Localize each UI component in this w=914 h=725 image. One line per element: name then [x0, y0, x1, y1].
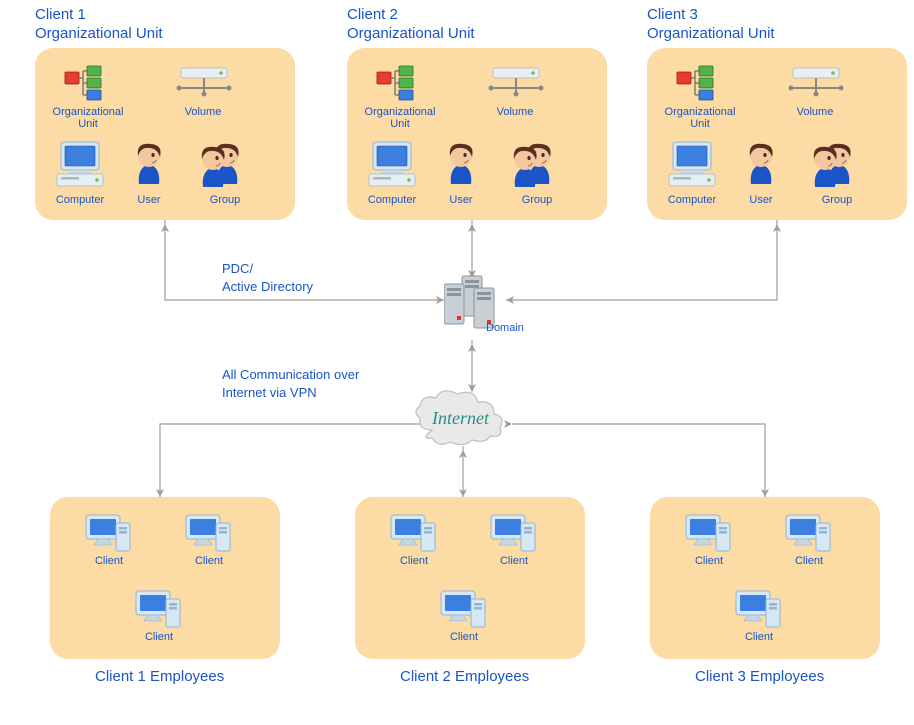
emp2-box: Client Client Client [355, 497, 585, 659]
group-icon [202, 144, 239, 187]
computer-label: Computer [47, 194, 113, 206]
vpn-annotation: All Communication over Internet via VPN [222, 366, 359, 401]
pdc-annotation: PDC/ Active Directory [222, 260, 313, 295]
user-label: User [127, 194, 171, 206]
ou1-title: Client 1 Organizational Unit [35, 6, 163, 44]
volume-icon [177, 68, 232, 97]
emp3-title: Client 3 Employees [695, 668, 824, 685]
emp1-box: Client Client Client [50, 497, 280, 659]
ou3-title: Client 3 Organizational Unit [647, 6, 775, 44]
computer-icon [57, 142, 103, 186]
domain-label: Domain [486, 322, 536, 334]
user-icon [138, 144, 161, 184]
internet-label: Internet [432, 408, 489, 429]
volume-label: Volume [173, 106, 233, 118]
ou2-box: Organizational Unit Volume Computer User… [347, 48, 607, 220]
emp1-title: Client 1 Employees [95, 668, 224, 685]
emp2-title: Client 2 Employees [400, 668, 529, 685]
ou2-title: Client 2 Organizational Unit [347, 6, 475, 44]
orgunit-icon [65, 66, 101, 100]
ou3-box: Organizational Unit Volume Computer User… [647, 48, 907, 220]
orgunit-label: Organizational Unit [43, 106, 133, 130]
ou1-box: Organizational Unit Volume Computer User… [35, 48, 295, 220]
emp3-box: Client Client Client [650, 497, 880, 659]
group-label: Group [195, 194, 255, 206]
